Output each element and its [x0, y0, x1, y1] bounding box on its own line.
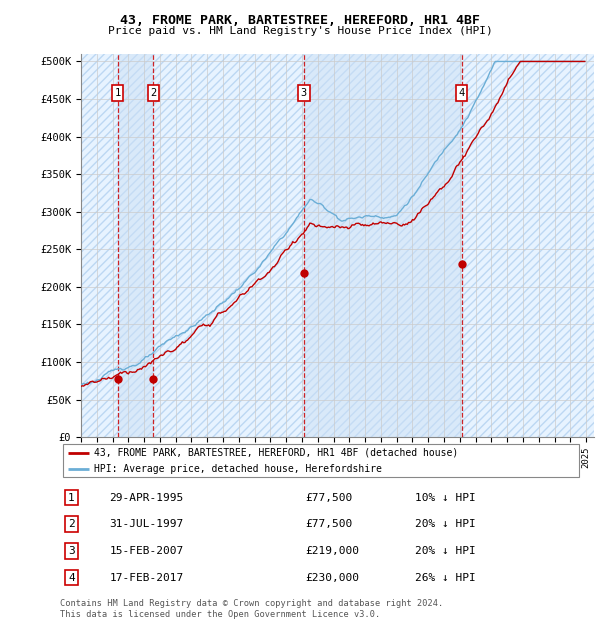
Text: 43, FROME PARK, BARTESTREE, HEREFORD, HR1 4BF: 43, FROME PARK, BARTESTREE, HEREFORD, HR… — [120, 14, 480, 27]
Bar — [304, 54, 462, 437]
Text: £77,500: £77,500 — [305, 492, 353, 503]
Text: 26% ↓ HPI: 26% ↓ HPI — [415, 572, 476, 583]
Text: Contains HM Land Registry data © Crown copyright and database right 2024.
This d: Contains HM Land Registry data © Crown c… — [60, 600, 443, 619]
Text: 10% ↓ HPI: 10% ↓ HPI — [415, 492, 476, 503]
Text: 20% ↓ HPI: 20% ↓ HPI — [415, 546, 476, 556]
Text: 4: 4 — [68, 572, 75, 583]
Bar — [118, 54, 153, 437]
Bar — [81, 54, 594, 437]
Text: HPI: Average price, detached house, Herefordshire: HPI: Average price, detached house, Here… — [94, 464, 382, 474]
Text: 17-FEB-2017: 17-FEB-2017 — [110, 572, 184, 583]
Text: 2: 2 — [150, 88, 157, 98]
Text: 2: 2 — [68, 519, 75, 529]
Text: 4: 4 — [458, 88, 465, 98]
Text: 15-FEB-2007: 15-FEB-2007 — [110, 546, 184, 556]
Text: £230,000: £230,000 — [305, 572, 359, 583]
Text: £77,500: £77,500 — [305, 519, 353, 529]
Text: 31-JUL-1997: 31-JUL-1997 — [110, 519, 184, 529]
Text: 3: 3 — [301, 88, 307, 98]
Text: 1: 1 — [115, 88, 121, 98]
Text: 1: 1 — [68, 492, 75, 503]
Text: 43, FROME PARK, BARTESTREE, HEREFORD, HR1 4BF (detached house): 43, FROME PARK, BARTESTREE, HEREFORD, HR… — [94, 448, 458, 458]
Text: 3: 3 — [68, 546, 75, 556]
Text: £219,000: £219,000 — [305, 546, 359, 556]
Text: Price paid vs. HM Land Registry's House Price Index (HPI): Price paid vs. HM Land Registry's House … — [107, 26, 493, 36]
Text: 29-APR-1995: 29-APR-1995 — [110, 492, 184, 503]
Text: 20% ↓ HPI: 20% ↓ HPI — [415, 519, 476, 529]
